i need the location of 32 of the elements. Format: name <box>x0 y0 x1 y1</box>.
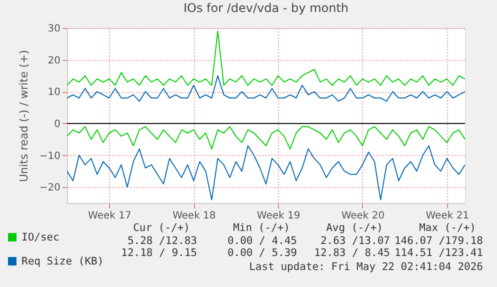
line-series <box>67 145 465 200</box>
text: 5.28 /12.83 <box>127 234 197 246</box>
legend-label: Req Size (KB) <box>22 255 104 268</box>
y-tick-label: 30 <box>48 24 60 34</box>
line-series <box>67 75 465 102</box>
chart-title: IOs for /dev/vda - by month <box>183 1 349 15</box>
text: 0.00 / 5.39 <box>227 247 297 259</box>
text: Last update: Fri May 22 02:41:04 2026 <box>249 261 483 273</box>
y-tick-label: −20 <box>39 182 60 194</box>
y-tick-label: 10 <box>48 87 60 98</box>
line-series <box>67 126 465 150</box>
line-series <box>67 30 465 86</box>
x-tick-label: Week 17 <box>88 210 132 222</box>
x-tick-label: Week 21 <box>426 210 470 222</box>
text: 12.83 / 8.45 <box>314 247 390 259</box>
x-tick-label: Week 20 <box>341 210 385 222</box>
x-tick-label: Week 19 <box>256 210 300 222</box>
text: Avg (-/+) <box>326 222 383 234</box>
text: Min (-/+) <box>233 222 290 234</box>
text: 12.18 / 9.15 <box>121 247 197 259</box>
legend-label: IO/sec <box>22 231 60 244</box>
text: 0.00 / 4.45 <box>227 234 297 246</box>
text: 114.51 /123.41 <box>394 247 483 259</box>
text: Max (-/+) <box>419 222 476 234</box>
y-axis-title: Units read (-) / write (+) <box>17 50 30 182</box>
text: 146.07 /179.18 <box>394 234 483 246</box>
text: Cur (-/+) <box>133 222 190 234</box>
text: 2.63 /13.07 <box>320 234 390 246</box>
y-tick-label: 20 <box>48 55 60 66</box>
y-tick-label: 0 <box>54 118 60 130</box>
y-tick-label: −10 <box>39 150 60 162</box>
x-tick-label: Week 18 <box>172 210 216 222</box>
